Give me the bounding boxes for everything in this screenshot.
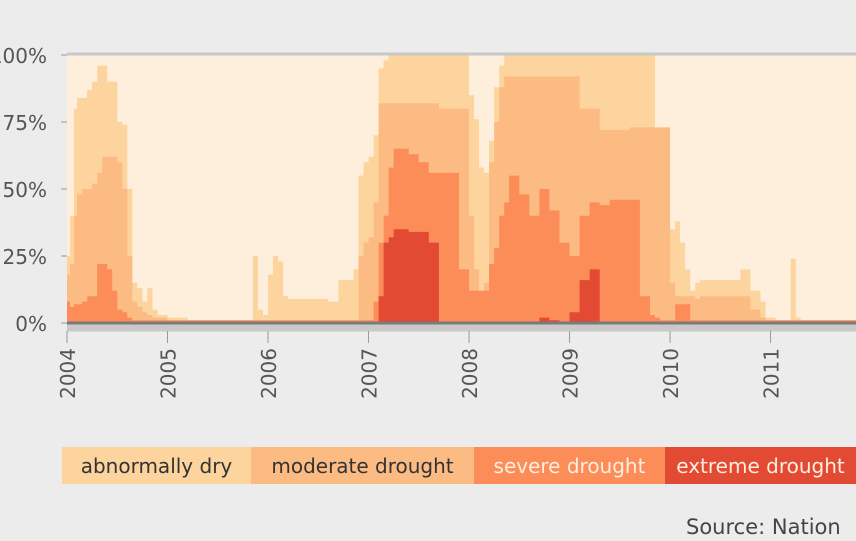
legend-label: extreme drought — [676, 453, 845, 478]
series-area-severe-drought — [67, 148, 856, 323]
y-tick-label: 100% — [0, 44, 47, 68]
source-credit: Source: Nation — [686, 515, 841, 539]
legend: abnormally dry moderate drought severe d… — [62, 447, 856, 484]
legend-item-abnormally-dry[interactable]: abnormally dry — [62, 447, 251, 484]
x-tick-label: 2010 — [659, 348, 683, 399]
drought-area-chart: 0% 25% 50% 75% 100% 2004 2005 2006 2007 2008 2009… — [0, 44, 856, 399]
y-tick-label: 25% — [3, 245, 47, 269]
y-tick-label: 50% — [3, 178, 47, 202]
legend-item-extreme-drought[interactable]: extreme drought — [665, 447, 856, 484]
x-tick-label: 2004 — [56, 348, 80, 399]
series-area-moderate-drought — [67, 76, 856, 324]
legend-label: moderate drought — [271, 453, 454, 478]
x-tick-label: 2009 — [559, 348, 583, 399]
y-tick-label: 0% — [15, 312, 47, 336]
y-tick-label: 75% — [3, 111, 47, 135]
x-axis: 2004 2005 2006 2007 2008 2009 2010 2011 — [56, 331, 784, 399]
x-tick-label: 2007 — [358, 348, 382, 399]
axis-band — [67, 324, 856, 332]
x-tick-label: 2008 — [458, 348, 482, 399]
legend-label: severe drought — [493, 453, 646, 478]
x-tick-label: 2011 — [760, 348, 784, 399]
x-tick-label: 2005 — [157, 348, 181, 399]
x-tick-label: 2006 — [257, 348, 281, 399]
legend-label: abnormally dry — [80, 453, 233, 478]
legend-item-severe-drought[interactable]: severe drought — [474, 447, 665, 484]
y-axis: 0% 25% 50% 75% 100% — [0, 44, 67, 336]
legend-item-moderate-drought[interactable]: moderate drought — [251, 447, 474, 484]
plot-area — [67, 52, 856, 332]
